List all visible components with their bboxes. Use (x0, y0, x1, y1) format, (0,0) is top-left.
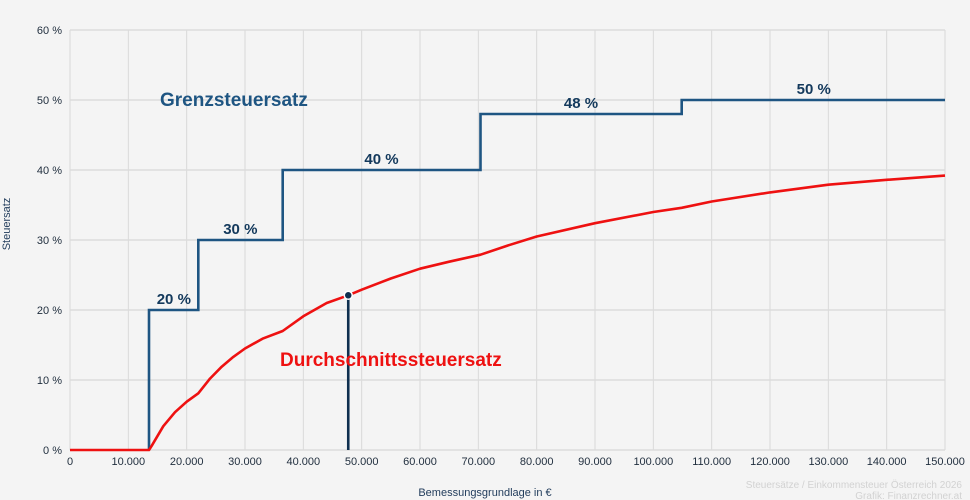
x-tick-label: 70.000 (462, 456, 496, 468)
step-rate-label: 48 % (564, 95, 598, 112)
x-tick-label: 40.000 (287, 456, 321, 468)
x-tick-label: 80.000 (520, 456, 554, 468)
y-tick-label: 40 % (37, 165, 62, 177)
step-rate-label: 50 % (797, 81, 831, 98)
x-tick-label: 150.000 (925, 456, 965, 468)
x-tick-label: 20.000 (170, 456, 204, 468)
average-tax-rate-line (70, 174, 946, 452)
x-tick-label: 30.000 (228, 456, 262, 468)
step-rate-label: 30 % (223, 221, 257, 238)
credit-graphic: Grafik: Finanzrechner.at (855, 491, 962, 500)
y-axis-title: Steuersatz (1, 198, 13, 251)
step-labels: 20 % 30 % 40 % 48 % 50 % (157, 81, 831, 308)
y-tick-label: 10 % (37, 375, 62, 387)
x-tick-label: 50.000 (345, 456, 379, 468)
x-tick-label: 130.000 (808, 456, 848, 468)
y-tick-label: 60 % (37, 25, 62, 37)
x-tick-label: 110.000 (692, 456, 731, 468)
y-tick-label: 50 % (37, 95, 62, 107)
credit-source: Steuersätze / Einkommensteuer Österreich… (746, 479, 963, 491)
marginal-tax-rate-line (147, 98, 945, 450)
x-tick-label: 140.000 (867, 456, 907, 468)
marginal-rate-label: Grenzsteuersatz (160, 90, 308, 111)
x-tick-label: 120.000 (750, 456, 790, 468)
y-axis-ticks: 0 % 10 % 20 % 30 % 40 % 50 % 60 % (37, 25, 62, 457)
average-rate-label: Durchschnittssteuersatz (280, 350, 502, 371)
marker-dot[interactable] (343, 290, 353, 301)
step-rate-label: 40 % (364, 151, 398, 168)
x-axis-title: Bemessungsgrundlage in € (418, 487, 551, 499)
step-rate-label: 20 % (157, 291, 191, 308)
x-tick-label: 60.000 (403, 456, 437, 468)
x-tick-label: 10.000 (112, 456, 146, 468)
x-tick-label: 100.000 (633, 456, 673, 468)
y-tick-label: 30 % (37, 235, 62, 247)
x-axis-ticks: 0 10.000 20.000 30.000 40.000 50.000 60.000 70.… (67, 456, 965, 468)
y-tick-label: 0 % (43, 445, 62, 457)
x-tick-label: 0 (67, 456, 73, 468)
y-tick-label: 20 % (37, 305, 62, 317)
x-tick-label: 90.000 (578, 456, 612, 468)
